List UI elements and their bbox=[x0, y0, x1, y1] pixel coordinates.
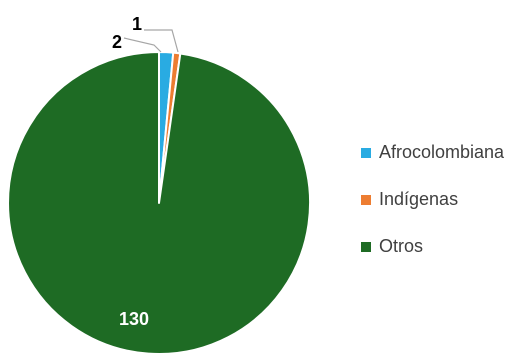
data-label-afrocolombiana: 2 bbox=[112, 32, 122, 52]
leader-lines bbox=[123, 29, 179, 53]
legend: Afrocolombiana Indígenas Otros bbox=[361, 142, 505, 256]
legend-swatch-indigenas bbox=[361, 195, 371, 205]
legend-label-indigenas: Indígenas bbox=[379, 189, 458, 209]
leader-line-indigenas bbox=[144, 29, 179, 53]
legend-label-afrocolombiana: Afrocolombiana bbox=[379, 142, 505, 162]
data-label-otros: 130 bbox=[119, 309, 149, 329]
pie-slice-otros bbox=[7, 51, 312, 354]
legend-swatch-otros bbox=[361, 242, 371, 252]
data-label-indigenas: 1 bbox=[132, 14, 142, 34]
legend-label-otros: Otros bbox=[379, 236, 423, 256]
leader-line-afrocolombiana bbox=[123, 37, 162, 53]
data-labels: 21 130 bbox=[112, 14, 149, 329]
legend-swatch-afrocolombiana bbox=[361, 148, 371, 158]
pie-slices bbox=[7, 50, 312, 354]
